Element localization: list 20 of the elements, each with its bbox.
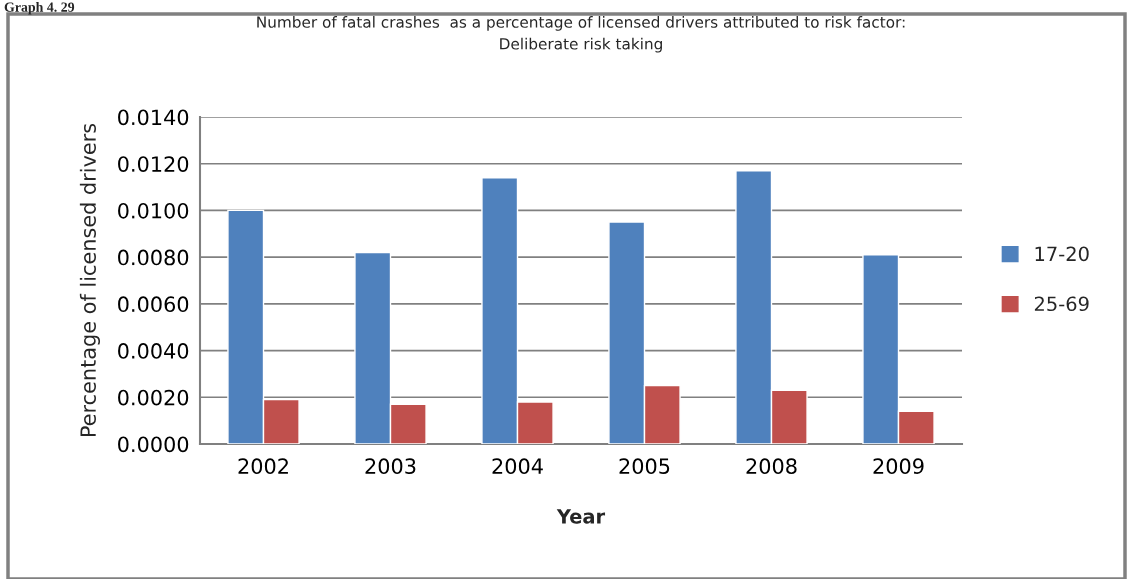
y-tick-label: 0.0120 (118, 156, 189, 172)
legend-label: 17-20 (1035, 246, 1089, 262)
y-tick-label: 0.0000 (118, 436, 189, 453)
x-tick-label: 2008 (746, 458, 797, 475)
y-tick-label: 0.0080 (118, 249, 189, 266)
x-tick-label: 2009 (873, 458, 924, 475)
y-tick-label: 0.0060 (118, 296, 189, 313)
y-axis-title: Percentage of licensed drivers (79, 123, 101, 437)
y-tick-label: 0.0100 (118, 202, 189, 219)
x-axis-title: Year (556, 509, 606, 524)
legend-label: 25-69 (1034, 296, 1089, 312)
caption: Graph 4. 29 (4, 2, 75, 15)
x-tick-label: 2004 (492, 458, 543, 475)
x-tick-label: 2005 (619, 458, 670, 475)
y-tick-label: 0.0020 (118, 389, 189, 406)
x-tick-label: 2003 (365, 458, 416, 475)
chart-title: Number of fatal crashes as a percentage of licensed drivers attributed to risk factor: Deliberate risk taking (257, 16, 905, 53)
y-tick-label: 0.0140 (118, 109, 189, 126)
y-tick-label: 0.0040 (118, 343, 189, 359)
x-tick-label: 2002 (238, 458, 288, 475)
